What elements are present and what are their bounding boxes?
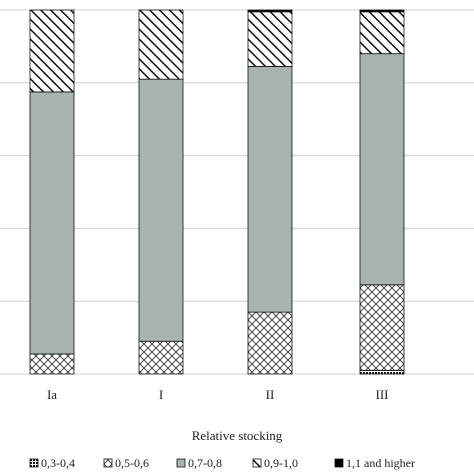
bar-segment [138,78,184,342]
legend-label: 0,3-0,4 [41,456,75,470]
x-tick-labels: Ia I II III [47,387,389,402]
legend-label: 0,5-0,6 [115,456,149,470]
x-tick-label: III [376,387,389,402]
x-tick-label: II [266,387,275,402]
legend-swatch [252,458,262,468]
bar-segment [29,353,75,375]
legend-item: 0,5-0,6 [103,456,149,470]
legend-label: 0,9-1,0 [264,456,298,470]
bar-segment [138,340,184,375]
legend-swatch [176,458,186,468]
bars [29,9,405,375]
bar-segment [247,11,293,67]
bar-segment [138,9,184,80]
bar-segment [247,9,293,13]
legend-swatch [103,458,113,468]
bar-segment [359,284,405,371]
legend: 0,3-0,4 0,5-0,6 0,7-0,8 0,9-1,0 1,1 and high… [29,456,415,470]
legend-item: 0,3-0,4 [29,456,75,470]
legend-item: 1,1 and higher [334,456,415,470]
bar-segment [359,9,405,13]
x-tick-label: I [159,387,163,402]
bar-segment [247,311,293,375]
bar-segment [359,369,405,375]
x-axis-title: Relative stocking [192,428,283,443]
legend-item: 0,9-1,0 [252,456,298,470]
bar-segment [359,53,405,286]
legend-swatch [29,458,39,468]
bar-segment [29,9,75,93]
bar-segment [247,66,293,313]
x-tick-label: Ia [47,387,57,402]
legend-label: 0,7-0,8 [188,456,222,470]
legend-item: 0,7-0,8 [176,456,222,470]
bar-segment [359,11,405,55]
bar-segment [29,91,75,355]
legend-label: 1,1 and higher [346,456,415,470]
legend-swatch [334,458,344,468]
